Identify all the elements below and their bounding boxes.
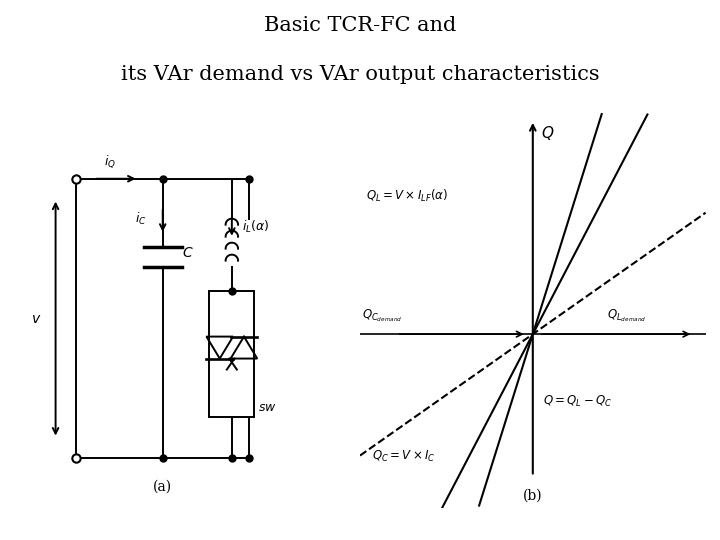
Text: its VAr demand vs VAr output characteristics: its VAr demand vs VAr output characteris…	[121, 65, 599, 84]
Text: $C$: $C$	[181, 246, 194, 260]
Text: $Q = Q_L - Q_C$: $Q = Q_L - Q_C$	[543, 394, 612, 409]
Text: $v$: $v$	[32, 312, 42, 326]
Text: $i_L(\alpha)$: $i_L(\alpha)$	[242, 219, 270, 235]
Text: $i_Q$: $i_Q$	[104, 153, 116, 170]
Text: (b): (b)	[523, 488, 543, 502]
Bar	[210, 291, 254, 416]
Text: $Q_{C_{demand}}$: $Q_{C_{demand}}$	[362, 307, 403, 324]
Text: $sw$: $sw$	[258, 401, 276, 414]
Text: Basic TCR-FC and: Basic TCR-FC and	[264, 16, 456, 35]
Text: (a): (a)	[153, 480, 172, 494]
Text: $Q_L = V \times I_{LF}(\alpha)$: $Q_L = V \times I_{LF}(\alpha)$	[366, 188, 449, 204]
Text: $Q$: $Q$	[541, 124, 555, 143]
Text: $Q_C = V \times I_C$: $Q_C = V \times I_C$	[372, 449, 436, 464]
Text: $i_C$: $i_C$	[135, 211, 147, 227]
Text: $Q_{L_{demand}}$: $Q_{L_{demand}}$	[607, 307, 647, 324]
